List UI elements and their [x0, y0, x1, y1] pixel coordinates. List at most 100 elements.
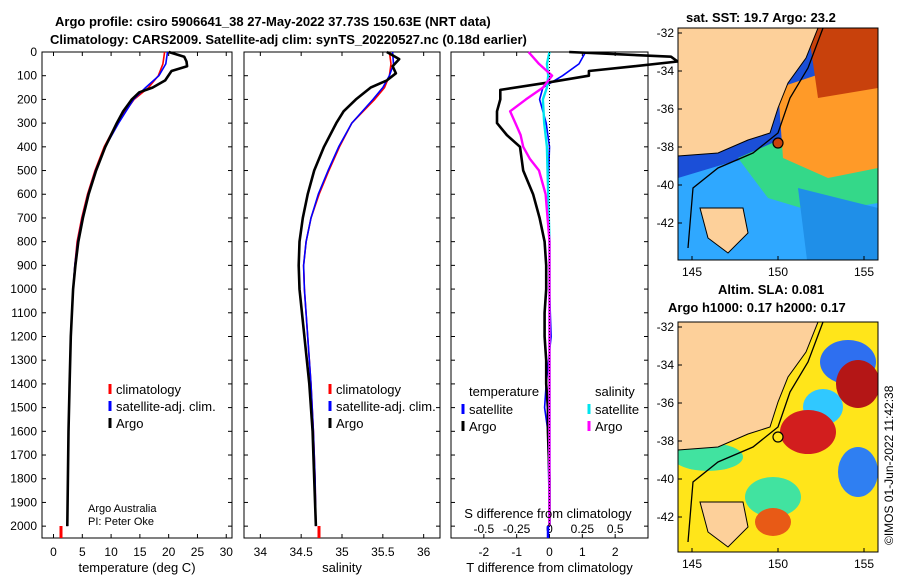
- bathymetry-contour: [687, 322, 824, 543]
- x-tick-label: 34: [254, 545, 268, 559]
- y-tick-label: 1300: [10, 353, 37, 367]
- s-axis-label: S difference from climatology: [464, 506, 632, 521]
- x-tick-label: 10: [104, 545, 118, 559]
- credit-line: PI: Peter Oke: [88, 516, 154, 528]
- warm-water: [778, 68, 878, 178]
- x-tick-label: 0: [50, 545, 57, 559]
- y-tick-label: 1800: [10, 472, 37, 486]
- x-tick-label: 34.5: [289, 545, 313, 559]
- y-tick-label: 500: [17, 164, 37, 178]
- legend-label: Argo: [595, 419, 622, 434]
- y-tick-label: 1400: [10, 377, 37, 391]
- y-tick-label: 1500: [10, 401, 37, 415]
- sst-map-title: sat. SST: 19.7 Argo: 23.2: [686, 10, 836, 25]
- x-tick-label: 36: [417, 545, 431, 559]
- land-tasmania: [699, 501, 749, 548]
- x-tick-label: 20: [162, 545, 176, 559]
- anomaly-neutral: [678, 443, 743, 471]
- s-tick-label: -0.25: [503, 522, 531, 536]
- y-tick-label: 300: [17, 116, 37, 130]
- legend-title: salinity: [595, 384, 635, 399]
- y-tick-label: 1700: [10, 448, 37, 462]
- sla-map-title-line1: Altim. SLA: 0.081: [718, 282, 825, 297]
- anomaly-high: [836, 360, 878, 408]
- x-tick-label: -1: [511, 545, 522, 559]
- x-tick-label: 150: [768, 557, 788, 571]
- y-tick-label: -36: [657, 396, 675, 410]
- legend-title: temperature: [469, 384, 539, 399]
- series-line-argo: [297, 50, 401, 527]
- anomaly-high: [780, 410, 836, 454]
- y-tick-label: -32: [657, 26, 675, 40]
- y-tick-label: 0: [30, 45, 37, 59]
- s-tick-label: -0.5: [473, 522, 494, 536]
- y-tick-label: -36: [657, 102, 675, 116]
- s-tick-label: 0: [546, 522, 553, 536]
- figure-title-line1: Argo profile: csiro 5906641_38 27-May-20…: [55, 14, 491, 29]
- y-tick-label: 900: [17, 258, 37, 272]
- y-tick-label: 400: [17, 140, 37, 154]
- plot-frame: [41, 51, 233, 539]
- series-line-t-argo: [495, 50, 679, 527]
- panel-differences: -2 -1 0 1 2T difference from climatology: [450, 50, 679, 575]
- y-tick-label: 1200: [10, 329, 37, 343]
- x-tick-label: 145: [682, 265, 702, 279]
- legend-label: satellite: [469, 402, 513, 417]
- figure-title-line2: Climatology: CARS2009. Satellite-adj cli…: [50, 32, 527, 47]
- y-tick-label: -42: [657, 216, 675, 230]
- y-tick-label: 600: [17, 187, 37, 201]
- legend-label: Argo: [116, 416, 143, 431]
- x-tick-label: 25: [191, 545, 205, 559]
- series-line-satellite-adj-clim-: [302, 51, 395, 527]
- x-tick-label: 2: [612, 545, 619, 559]
- x-tick-label: 35.5: [371, 545, 395, 559]
- y-tick-label: 1600: [10, 424, 37, 438]
- plot-frame: [243, 51, 441, 539]
- y-tick-label: -34: [657, 358, 675, 372]
- x-tick-label: 150: [768, 265, 788, 279]
- argo-float-marker: [772, 137, 784, 149]
- y-tick-label: 800: [17, 235, 37, 249]
- y-tick-label: 2000: [10, 519, 37, 533]
- s-tick-label: 0.25: [571, 522, 595, 536]
- x-tick-label: 145: [682, 557, 702, 571]
- hot-water: [808, 28, 878, 98]
- y-tick-label: 200: [17, 92, 37, 106]
- y-tick-label: -38: [657, 140, 675, 154]
- y-tick-label: -38: [657, 434, 675, 448]
- anomaly-high: [755, 508, 791, 536]
- y-tick-label: 1900: [10, 495, 37, 509]
- y-tick-label: 1000: [10, 282, 37, 296]
- x-tick-label: 30: [220, 545, 234, 559]
- legend-label: Argo: [469, 419, 496, 434]
- x-tick-label: 1: [579, 545, 586, 559]
- y-tick-label: -40: [657, 472, 675, 486]
- land-mainland: [678, 28, 819, 157]
- x-tick-label: 15: [133, 545, 147, 559]
- x-tick-label: -2: [478, 545, 489, 559]
- y-tick-label: 700: [17, 211, 37, 225]
- land-tasmania: [699, 207, 749, 254]
- x-axis-label: salinity: [322, 560, 362, 575]
- x-tick-label: 155: [854, 557, 874, 571]
- sla-map-title-line2: Argo h1000: 0.17 h2000: 0.17: [668, 300, 846, 315]
- argo-float-marker: [772, 431, 784, 443]
- series-line-argo: [66, 50, 189, 527]
- legend-label: satellite-adj. clim.: [336, 399, 436, 414]
- map-sla: 145 150 155 -32 -34 -36 -38 -40 -42: [657, 320, 879, 571]
- anomaly-neutral: [745, 477, 801, 517]
- legend-label: Argo: [336, 416, 363, 431]
- y-tick-label: -40: [657, 178, 675, 192]
- legend-label: climatology: [336, 382, 402, 397]
- map-sst: 145 150 155 -32 -34 -36 -38 -40 -42: [657, 26, 879, 279]
- x-tick-label: 0: [546, 545, 553, 559]
- y-tick-label: -34: [657, 64, 675, 78]
- land-mainland: [678, 322, 819, 451]
- legend-label: satellite: [595, 402, 639, 417]
- y-tick-label: -32: [657, 320, 675, 334]
- anomaly-low: [838, 447, 878, 497]
- legend-label: climatology: [116, 382, 182, 397]
- x-axis-label: temperature (deg C): [78, 560, 195, 575]
- y-tick-label: 1100: [11, 306, 37, 320]
